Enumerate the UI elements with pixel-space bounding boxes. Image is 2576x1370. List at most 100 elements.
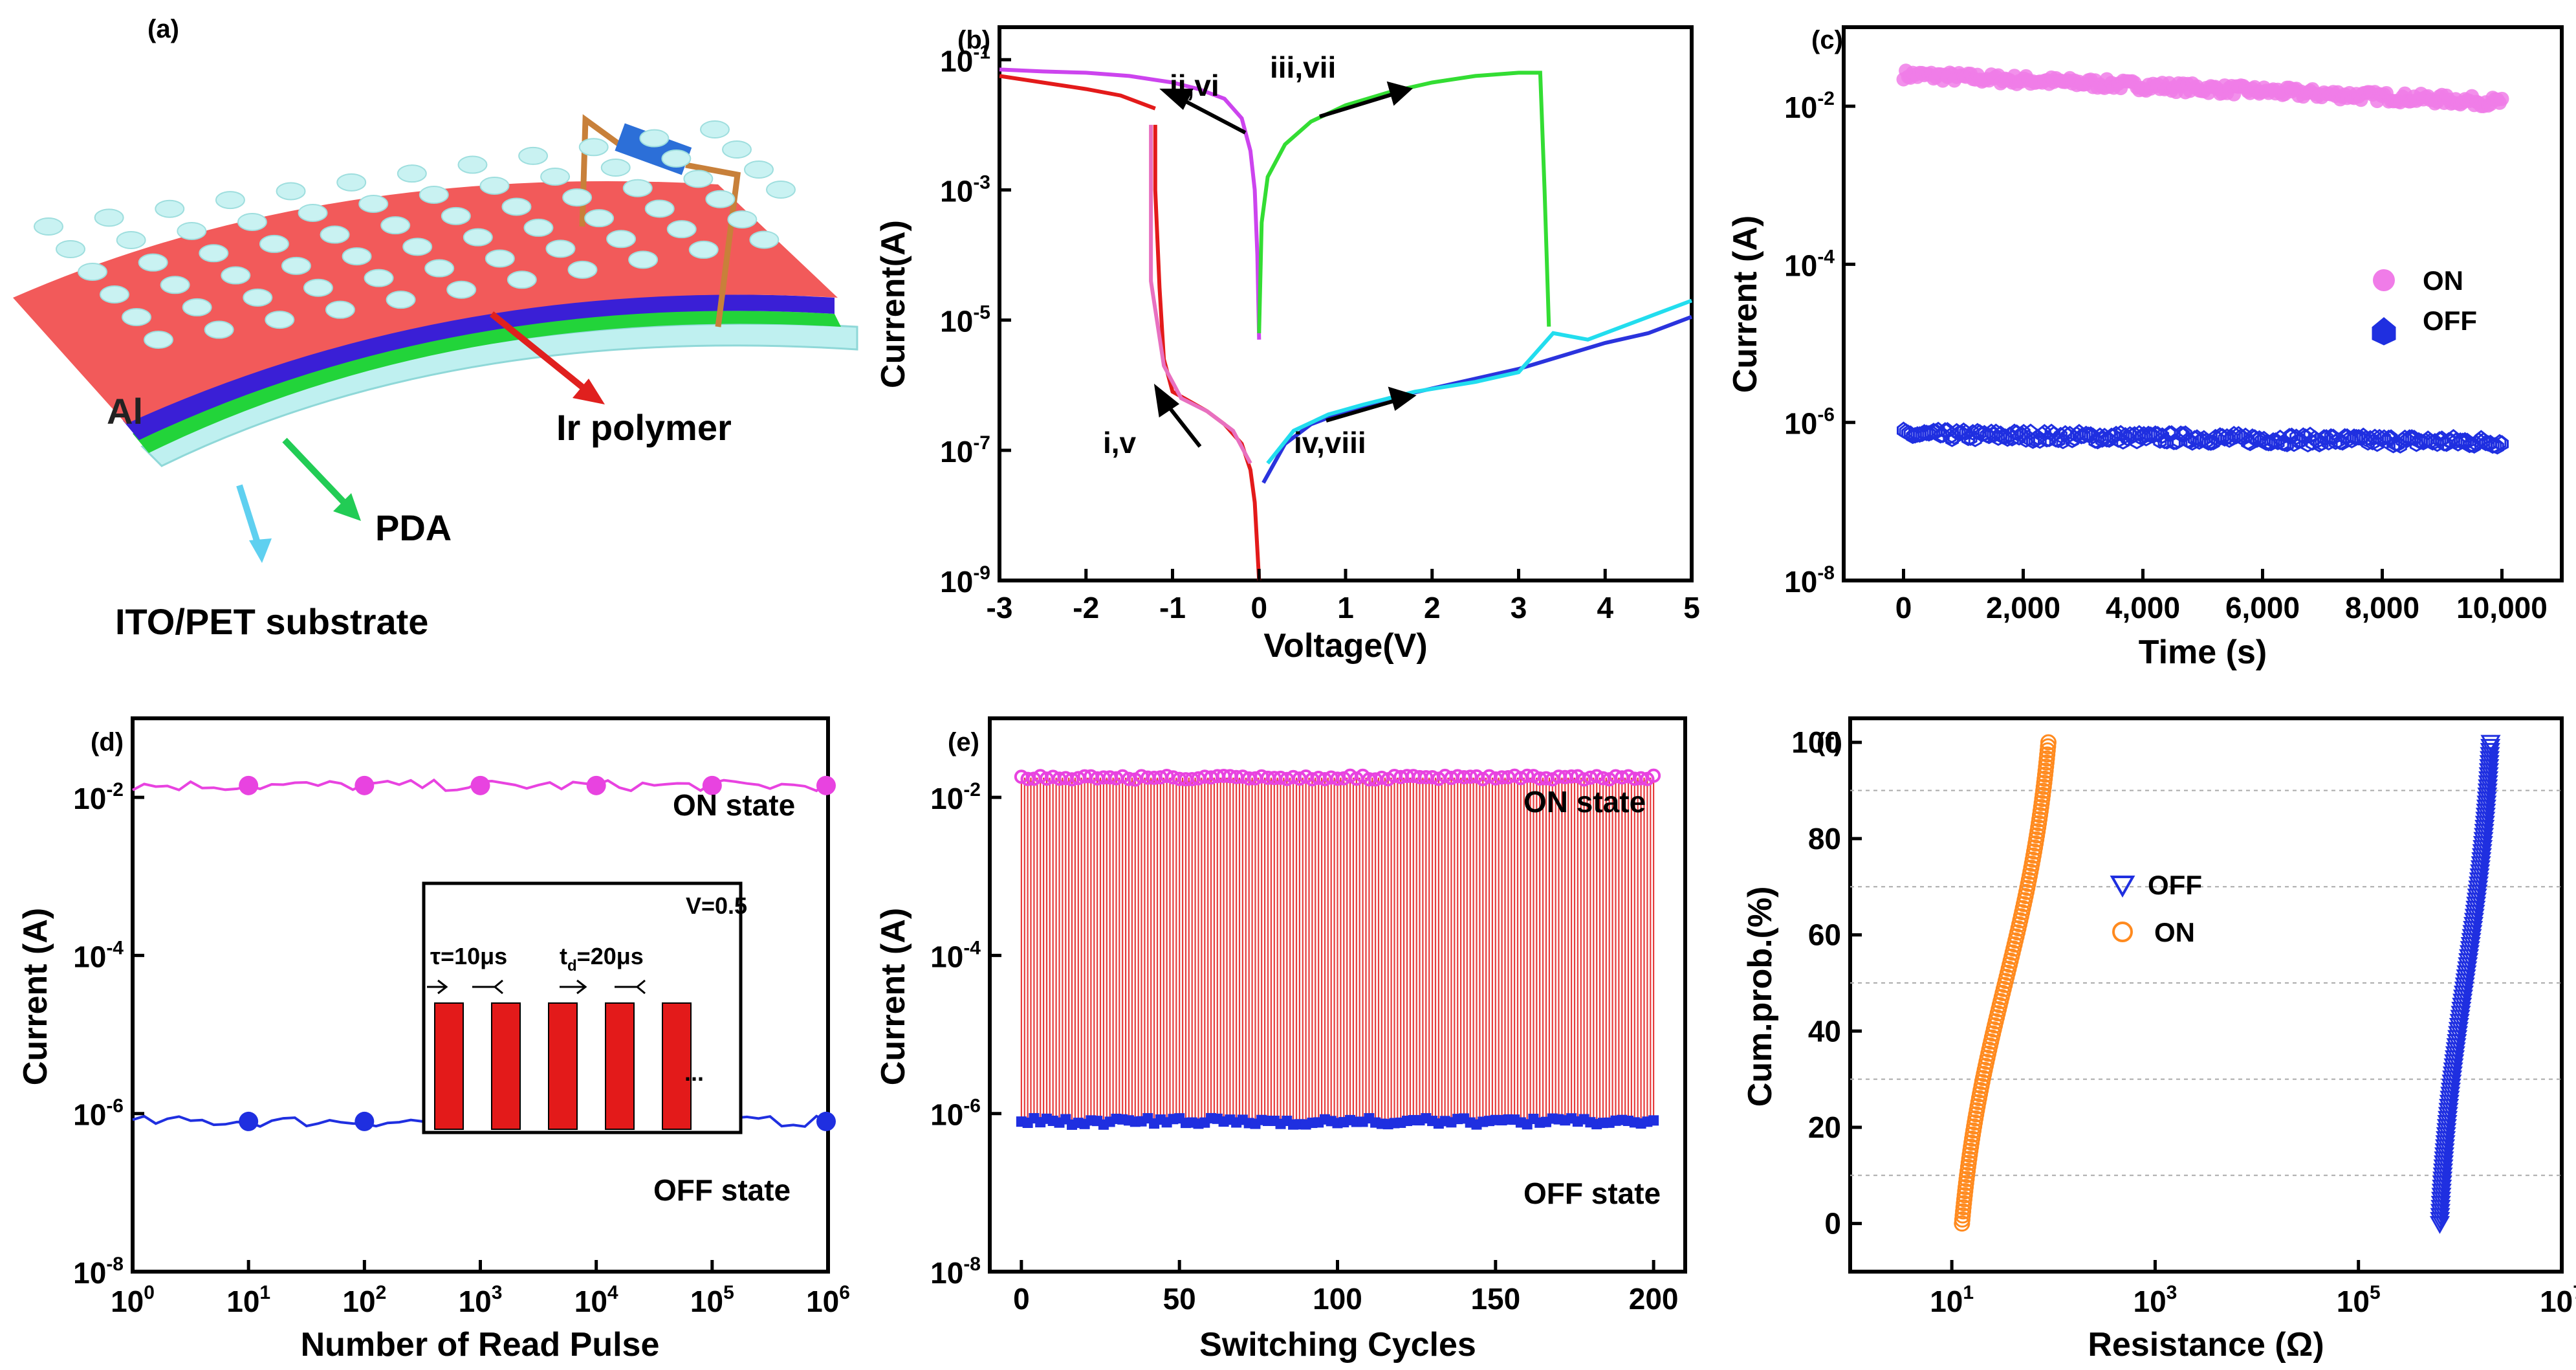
x-tick-label: -3 [987,591,1013,624]
electrode-dot [518,146,549,165]
electrode-dot [628,250,659,269]
off-point [2361,434,2375,451]
on-marker [1564,769,1579,784]
series-marker [355,1111,375,1131]
electrode-dot [639,129,670,148]
panel-label: (f) [1817,728,1842,757]
electrode-dot [358,195,389,213]
pda-arrow [282,437,352,511]
tick-label: 101 [1930,1282,1974,1318]
inset-tau: τ=10μs [430,943,507,969]
tick-label: 10-6 [73,1096,124,1132]
tick-label: 10-4 [73,937,124,973]
electrode-dot [155,199,185,218]
off-point [2333,433,2347,450]
direction-arrows [1153,81,1417,448]
panel-label: (b) [957,26,990,54]
panel-label: (e) [948,728,979,757]
electrode-dot [144,331,173,349]
off-point [2278,435,2292,452]
legend: ON OFF [2372,265,2477,346]
electrode-dot [177,222,207,240]
on-marker [1159,769,1174,784]
on-marker [1065,772,1080,787]
x-axis-title: Time (s) [2139,634,2267,671]
series-marker [239,1111,259,1131]
switching-lines [1020,777,1655,1121]
x-tick-label: 5 [1683,591,1700,624]
series-marker [816,1111,836,1131]
electrode-dot [744,160,774,179]
electrode-dot [446,280,477,299]
on-point [2040,734,2057,751]
electrode-dot [479,177,510,195]
panel-label: (c) [1811,26,1843,54]
series-marker [355,775,375,795]
off-point [1996,428,2010,445]
on-marker [1526,769,1541,784]
on-marker [1330,771,1345,786]
electrode-dot [424,259,455,278]
on-marker [1463,769,1478,784]
series-line-iivi [999,74,1156,111]
on-marker [1577,772,1591,787]
off-point [2430,435,2444,452]
x-tick-label: 2 [1424,591,1441,624]
annotation-iv-viii: iv,viii [1294,426,1366,459]
pda-arrow-head [333,493,361,521]
electrode-dot [116,231,146,249]
tick-label: 107 [2540,1282,2576,1318]
on-marker [1595,771,1610,786]
pulse-bar [491,1002,521,1130]
tick-label: 10-6 [1784,404,1835,441]
annotation-i-v: i,v [1103,426,1137,459]
x-axis-title: Resistance (Ω) [2088,1326,2324,1364]
ir-arrow [489,311,595,397]
electrode-dot [688,240,719,259]
x-tick-label: -1 [1159,591,1186,624]
electrode-dot [237,213,267,231]
pulse-bar [662,1002,692,1130]
electrode-dot [501,197,532,216]
legend-marker-off [2110,876,2135,898]
tick-label: 10-2 [930,779,981,815]
tick-label: 10-8 [930,1254,981,1290]
series-line-iiivii [1257,71,1551,333]
tick-label: 10-7 [940,432,990,469]
electrode-dot [364,269,394,287]
electrode-dot [683,170,714,188]
off-point [2197,430,2211,447]
tick-label: 105 [2337,1282,2381,1318]
off-point [1982,427,1996,445]
off-point [2366,434,2379,450]
legend-marker-on [2373,269,2395,291]
y-axis-title: Cum.prob.(%) [1741,887,1779,1107]
ito-arrow-head [249,538,272,563]
electrode-dot [281,256,311,275]
series-marker [816,775,836,795]
inset-voltage: V=0.5 [686,892,747,919]
off-point [2044,423,2058,441]
on-state-label: ON state [673,788,795,822]
x-tick-label: 0 [1250,591,1267,624]
electrode-dot [545,239,576,258]
electrode-dot [485,249,515,268]
on-marker [1020,771,1035,786]
off-point [2153,432,2167,449]
tick-label: 10-2 [1784,88,1835,124]
electrode-dot [380,216,411,235]
electrode-dot [336,173,367,192]
electrode-dot [567,260,598,279]
x-tick-label: 4,000 [2106,591,2180,624]
off-point [2393,437,2407,454]
x-axis-title: Voltage(V) [1263,627,1427,665]
off-point [2000,430,2014,447]
electrode-dot [325,300,355,319]
tick-label: 101 [226,1282,270,1318]
on-marker [1621,769,1636,784]
y-tick-label: 20 [1808,1110,1841,1144]
electrode-dot [122,308,151,326]
electrode-dot [457,155,488,174]
tick-label: 100 [111,1282,155,1318]
tick-label: 10-1 [940,41,990,78]
